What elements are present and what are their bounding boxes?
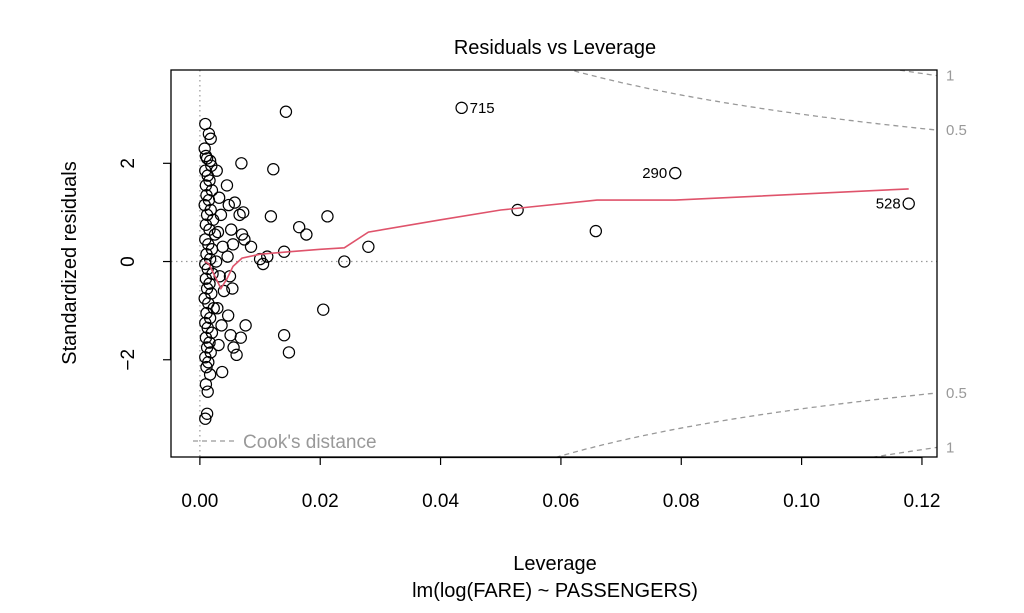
x-axis-label: Leverage <box>513 553 596 575</box>
data-point <box>226 238 240 251</box>
data-point <box>455 101 468 115</box>
data-point <box>211 225 225 239</box>
data-point <box>362 240 375 254</box>
data-point <box>237 206 250 219</box>
y-tick-label: −2 <box>118 349 139 371</box>
data-point <box>199 378 213 391</box>
x-tick-label: 0.06 <box>542 491 579 512</box>
data-point <box>902 197 915 210</box>
data-point <box>200 152 214 165</box>
data-point <box>267 163 280 176</box>
data-point <box>200 407 214 420</box>
data-point <box>277 329 291 342</box>
data-point <box>224 329 237 342</box>
data-point <box>202 127 216 141</box>
data-point <box>213 270 226 283</box>
cooks-curve-0.5-lower <box>555 392 937 457</box>
data-point <box>238 233 251 246</box>
data-point <box>203 311 217 325</box>
x-tick-label: 0.08 <box>663 491 700 512</box>
x-tick-label: 0.10 <box>783 491 820 512</box>
data-point <box>222 198 235 212</box>
data-point <box>202 356 215 369</box>
data-point <box>279 105 293 118</box>
point-label-528: 528 <box>876 196 901 213</box>
data-point <box>338 255 351 268</box>
data-point <box>239 319 252 332</box>
cooks-level-label-0.5-lower: 0.5 <box>946 385 967 402</box>
data-point <box>292 220 306 234</box>
data-point <box>212 191 226 204</box>
point-label-715: 715 <box>470 100 495 117</box>
data-point <box>200 360 213 374</box>
data-point <box>227 341 240 354</box>
data-point <box>224 223 238 236</box>
data-point <box>214 208 228 222</box>
data-point <box>198 142 211 155</box>
data-point <box>300 228 313 241</box>
data-point <box>204 132 217 145</box>
legend-cooks-distance: Cook's distance <box>243 432 377 453</box>
data-point <box>221 309 235 322</box>
x-tick-label: 0.00 <box>181 491 218 512</box>
data-point <box>210 164 223 177</box>
x-tick-label: 0.04 <box>422 491 459 512</box>
cooks-level-label-1-lower: 1 <box>946 439 954 456</box>
y-tick-label: 0 <box>118 256 139 267</box>
data-point <box>282 346 296 359</box>
cooks-level-label-0.5-upper: 0.5 <box>946 122 967 139</box>
data-point <box>261 250 274 263</box>
data-point <box>217 284 231 298</box>
data-point <box>669 166 682 180</box>
data-point <box>203 154 217 168</box>
data-point <box>211 301 224 315</box>
data-point <box>264 210 278 223</box>
data-point <box>256 257 270 271</box>
data-point <box>230 348 243 362</box>
data-point <box>220 179 234 192</box>
data-point <box>212 338 225 352</box>
y-tick-label: 2 <box>118 158 139 169</box>
data-point <box>221 250 234 263</box>
data-point <box>321 210 334 223</box>
plot-frame <box>170 69 938 458</box>
data-point <box>244 240 258 254</box>
data-point <box>226 282 239 295</box>
chart-title: Residuals vs Leverage <box>454 37 656 59</box>
smooth-trend-line <box>204 188 909 291</box>
point-label-290: 290 <box>642 165 667 182</box>
data-point <box>215 365 229 379</box>
cooks-curve-0.5-upper <box>568 70 937 131</box>
legend: Cook's distance <box>193 432 377 453</box>
data-point <box>228 196 241 209</box>
data-point <box>511 203 524 217</box>
data-point <box>199 412 212 425</box>
x-tick-label: 0.02 <box>302 491 339 512</box>
data-point <box>209 255 223 268</box>
y-axis-label: Standardized residuals <box>59 161 81 364</box>
data-point <box>234 331 248 344</box>
data-point <box>215 319 228 332</box>
data-point <box>317 303 330 316</box>
chart-subtitle: lm(log(FARE) ~ PASSENGERS) <box>412 580 698 602</box>
data-point <box>208 228 222 241</box>
data-point <box>201 385 214 398</box>
data-point <box>235 157 248 170</box>
data-point <box>589 224 603 238</box>
data-point <box>233 208 246 222</box>
x-tick-label: 0.12 <box>903 491 940 512</box>
cooks-level-label-1-upper: 1 <box>946 68 954 85</box>
data-point <box>223 270 237 283</box>
